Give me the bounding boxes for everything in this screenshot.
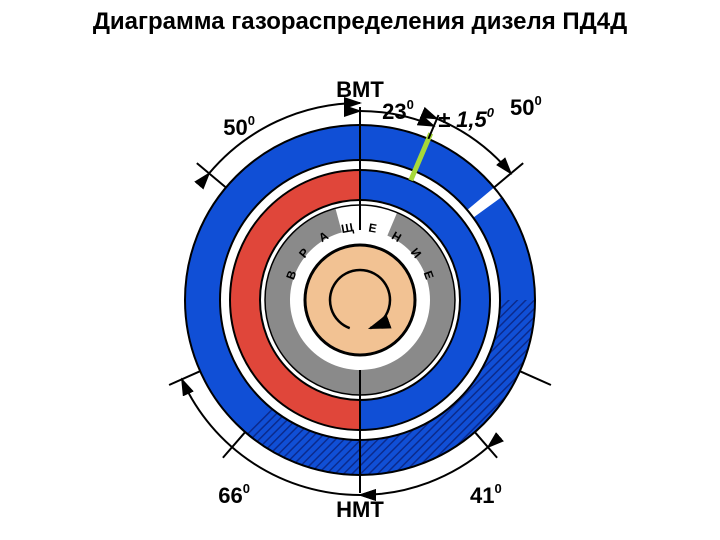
svg-text:НМТ: НМТ: [336, 497, 384, 522]
diagram-container: ВМТНМТ500500230± 1,50660410ВРАЩЕНИЕ: [0, 60, 720, 540]
timing-diagram-svg: ВМТНМТ500500230± 1,50660410ВРАЩЕНИЕ: [120, 60, 600, 530]
svg-text:230: 230: [382, 97, 414, 124]
svg-text:Е: Е: [368, 221, 378, 236]
svg-text:410: 410: [470, 481, 502, 508]
svg-text:Щ: Щ: [340, 220, 355, 236]
svg-text:500: 500: [510, 93, 542, 120]
svg-text:660: 660: [218, 481, 250, 508]
page-title: Диаграмма газораспределения дизеля ПД4Д: [0, 8, 720, 36]
svg-text:± 1,50: ± 1,50: [438, 105, 495, 132]
svg-text:ВМТ: ВМТ: [336, 77, 384, 102]
